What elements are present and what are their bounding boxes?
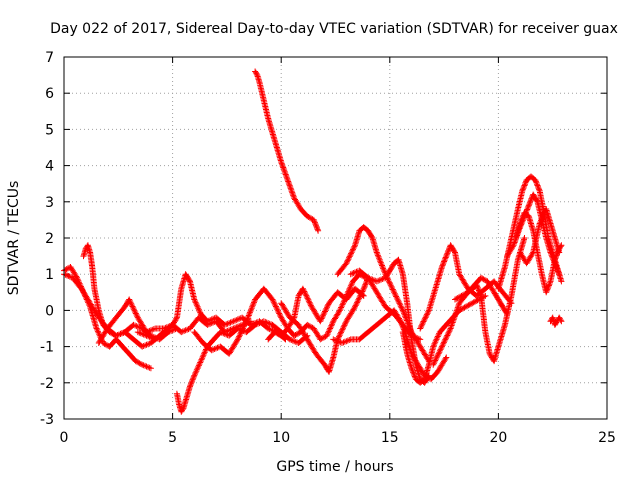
series-markers [173, 318, 311, 415]
series-markers [547, 314, 565, 328]
y-tick-label: -1 [40, 340, 54, 356]
series-markers [265, 271, 369, 343]
x-tick-label: 5 [168, 430, 177, 446]
data-series [61, 68, 565, 415]
series-pass-06 [173, 318, 311, 415]
series-pass-21 [517, 206, 563, 267]
series-pass-05 [134, 271, 289, 343]
x-tick-label: 0 [60, 430, 69, 446]
x-tick-label: 20 [489, 430, 507, 446]
series-pass-13 [347, 256, 432, 386]
y-tick-label: 6 [45, 86, 54, 102]
series-markers [517, 206, 563, 267]
y-tick-label: 3 [45, 195, 54, 211]
series-markers [252, 68, 322, 234]
plot-frame [63, 56, 608, 420]
y-tick-label: 0 [45, 303, 54, 319]
series-pass-22 [547, 314, 565, 328]
y-tick-label: 7 [45, 50, 54, 66]
series-pass-09 [265, 271, 369, 343]
series-markers [347, 256, 432, 386]
y-tick-label: 1 [45, 267, 54, 283]
x-tick-label: 15 [381, 430, 399, 446]
series-pass-16 [430, 235, 528, 368]
y-tick-label: 4 [45, 159, 54, 175]
y-tick-label: 5 [45, 122, 54, 138]
y-axis-label: SDTVAR / TECUs [6, 181, 22, 296]
y-tick-label: -2 [40, 376, 54, 392]
series-markers [452, 274, 511, 317]
y-tick-label: -3 [40, 412, 54, 428]
chart-title: Day 022 of 2017, Sidereal Day-to-day VTE… [50, 21, 618, 37]
x-tick-label: 10 [272, 430, 290, 446]
series-markers [134, 271, 289, 343]
x-axis-label: GPS time / hours [276, 459, 393, 475]
series-pass-08 [252, 68, 322, 234]
x-tick-label: 25 [598, 430, 616, 446]
y-tick-label: 2 [45, 231, 54, 247]
series-pass-17 [452, 274, 511, 317]
axis-ticks: 0 5 10 15 20 25 -3 -2 -1 0 1 2 3 4 5 6 7 [40, 50, 616, 446]
series-markers [430, 235, 528, 368]
